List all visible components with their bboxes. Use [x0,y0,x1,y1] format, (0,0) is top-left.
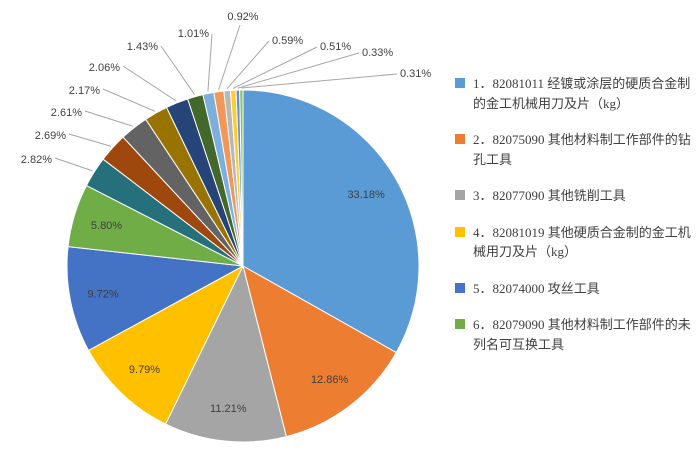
label-leader-line [241,73,398,89]
label-leader-line [122,65,177,102]
slice-label: 1.43% [127,41,158,53]
slice-label: 2.17% [69,85,100,97]
pie-chart: 33.18% 12.86% 11.21% 9.79% 9.72% 5.80% 2.82% 2.… [21,11,431,443]
label-leader-line [160,45,196,95]
slice-label: 0.59% [272,35,303,47]
label-leader-line [237,52,360,89]
legend-item: 3．82077090 其他铣削工具 [455,186,695,206]
slice-label: 12.86% [311,374,349,386]
slice-label: 2.82% [21,154,52,166]
label-leader-line [84,110,133,127]
slice-label: 0.33% [362,47,393,59]
pie-chart-svg: 33.18% 12.86% 11.21% 9.79% 9.72% 5.80% 2.82% 2.… [21,11,431,443]
pie-slice [88,265,244,425]
slice-label: 1.01% [178,28,209,40]
label-leader-line [232,46,318,89]
slice-label: 11.21% [210,403,247,415]
pie-slice [66,246,244,351]
slice-label: 9.72% [87,289,118,301]
slice-label: 5.80% [91,220,122,232]
label-leader-line [68,133,112,147]
legend-swatch [455,319,465,329]
pie-slice [242,89,420,354]
slice-label: 2.61% [51,107,82,119]
legend-label: 4．82081019 其他硬质合金制的金工机械用刀及片（kg） [473,224,691,260]
legend-label: 6．82079090 其他材料制工作部件的未列名可互换工具 [473,317,691,352]
legend-label: 2．82075090 其他材料制工作部件的钻孔工具 [473,132,691,167]
label-leader-line [54,157,93,172]
legend-item: 2．82075090 其他材料制工作部件的钻孔工具 [455,130,695,169]
legend-swatch [455,134,465,144]
slice-label: 2.69% [35,130,66,142]
pie-slice [242,265,397,438]
label-leader-line [207,33,213,92]
label-leader-line [102,88,156,112]
slice-label: 0.92% [227,11,258,23]
legend-swatch [455,190,465,200]
legend-swatch [455,282,465,293]
legend-item: 4．82081019 其他硬质合金制的金工机械用刀及片（kg） [455,223,695,262]
slice-label: 0.51% [320,41,351,53]
pie-slice [239,89,244,267]
legend-label: 1．82081011 经镀或涂层的硬质合金制的金工机械用刀及片（kg） [473,76,691,111]
label-leader-line [218,24,241,90]
legend-label: 5．82074000 攻丝工具 [473,280,600,296]
label-leader-line [226,40,270,90]
legend-swatch [455,78,465,88]
pie-slice [165,265,287,443]
legend-item: 6．82079090 其他材料制工作部件的未列名可互换工具 [455,315,695,354]
legend-swatch [455,226,465,237]
slice-label: 9.79% [129,364,160,376]
slice-label: 0.31% [400,68,431,80]
legend-item: 5．82074000 攻丝工具 [455,279,695,299]
slice-label: 2.06% [89,62,120,74]
legend-label: 3．82077090 其他铣削工具 [473,188,626,203]
chart-legend: 1．82081011 经镀或涂层的硬质合金制的金工机械用刀及片（kg） 2．82… [455,74,695,354]
slice-label: 33.18% [347,189,385,201]
legend-item: 1．82081011 经镀或涂层的硬质合金制的金工机械用刀及片（kg） [455,74,695,113]
